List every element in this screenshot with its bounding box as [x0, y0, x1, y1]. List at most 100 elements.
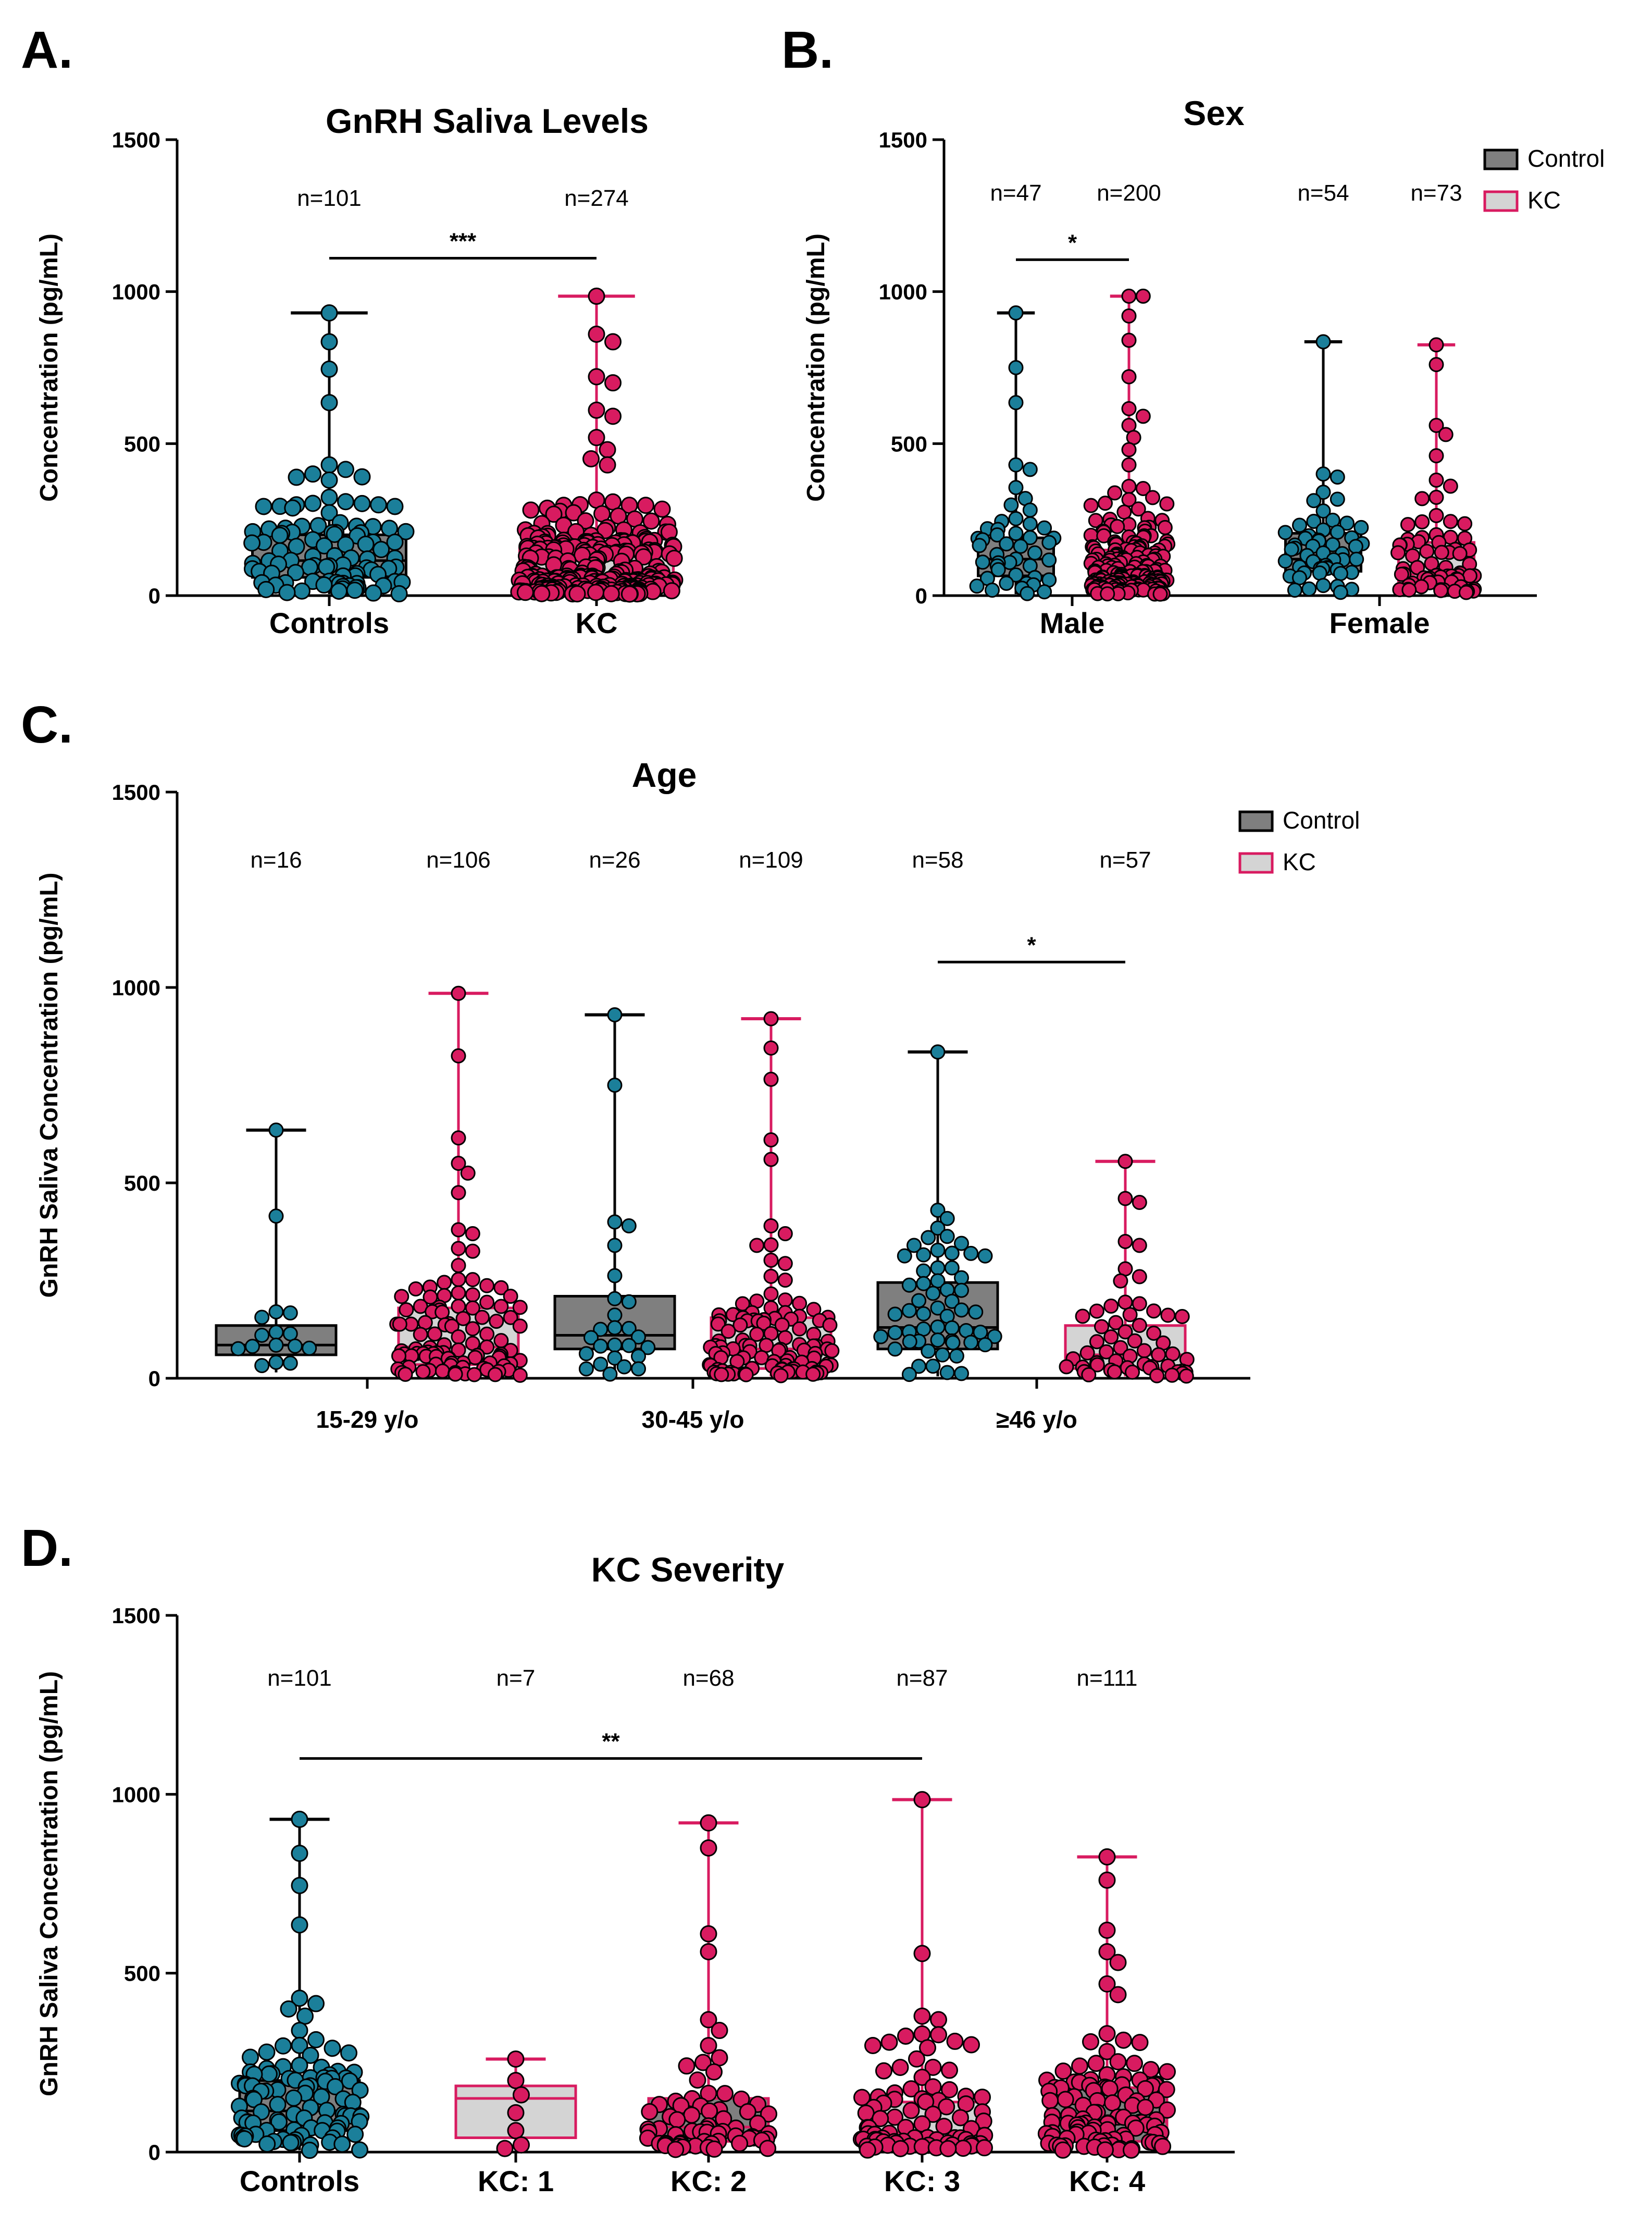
data-point	[260, 2065, 278, 2083]
data-point	[711, 2022, 728, 2040]
data-point	[1429, 448, 1444, 464]
data-point	[1443, 514, 1458, 529]
data-point	[1306, 493, 1322, 509]
data-point	[1178, 1368, 1194, 1384]
significance-label: *	[1027, 932, 1036, 958]
y-tick-label: 500	[124, 1171, 160, 1195]
data-point	[287, 564, 304, 582]
data-point	[1122, 1307, 1138, 1323]
data-point	[972, 538, 987, 553]
data-point	[587, 584, 605, 601]
y-tick-label: 500	[124, 1961, 160, 1986]
data-point	[285, 2089, 303, 2107]
data-point	[1127, 1333, 1142, 1349]
data-point	[1081, 1367, 1097, 1382]
data-point	[721, 1324, 736, 1339]
data-point	[1082, 2033, 1099, 2050]
panel-c: C. Age 0 500 1000 1500 GnRH Saliva Concentrati…	[21, 696, 1360, 1433]
data-point	[620, 585, 638, 603]
data-point	[924, 2105, 942, 2123]
data-point	[1131, 501, 1146, 517]
data-point	[944, 1245, 960, 1261]
data-point	[990, 562, 1006, 577]
data-point	[465, 1300, 480, 1316]
data-point	[977, 1337, 993, 1353]
data-point	[593, 1321, 608, 1337]
data-point	[1117, 1154, 1133, 1169]
data-point	[653, 500, 671, 518]
data-point	[337, 461, 354, 478]
data-point	[1099, 1344, 1114, 1360]
data-point	[1125, 1364, 1140, 1380]
data-point	[963, 2036, 980, 2054]
data-point	[451, 1156, 466, 1171]
data-point	[516, 584, 534, 601]
data-point	[607, 1268, 623, 1283]
data-point	[700, 1943, 717, 1960]
data-point	[1054, 2141, 1072, 2159]
data-point	[607, 1337, 623, 1353]
data-point	[254, 1309, 270, 1325]
n-label: n=109	[739, 847, 803, 873]
data-point	[593, 1338, 608, 1354]
n-label: n=68	[682, 1665, 734, 1691]
data-point	[372, 541, 390, 559]
data-point	[921, 1230, 936, 1245]
legend-swatch	[1483, 149, 1519, 170]
data-point	[346, 582, 364, 599]
data-point	[365, 584, 382, 602]
legend-swatch	[1238, 810, 1274, 832]
y-tick-label: 1000	[112, 1782, 160, 1807]
data-point	[602, 1366, 618, 1382]
data-point	[1159, 496, 1175, 512]
data-point	[1443, 478, 1458, 494]
y-tick-label: 1000	[112, 280, 160, 304]
data-point	[1121, 332, 1137, 348]
data-point	[1333, 566, 1348, 582]
data-point	[1132, 1318, 1147, 1333]
legend-label: Control	[1527, 145, 1605, 172]
data-point	[1137, 2098, 1154, 2116]
data-point	[642, 512, 660, 530]
y-tick-label: 0	[148, 584, 160, 608]
data-point	[1135, 288, 1151, 304]
data-point	[1115, 2031, 1132, 2049]
data-point	[448, 1366, 463, 1382]
data-point	[398, 1366, 413, 1382]
data-point	[1414, 491, 1430, 506]
panel-b: B. Sex 0 500 1000 1500 Concentration (pg/mL) Ma…	[781, 21, 1605, 639]
n-label: n=26	[589, 847, 640, 873]
data-point	[954, 1270, 969, 1286]
data-point	[1008, 457, 1024, 473]
data-point	[1132, 1296, 1147, 1312]
data-point	[1109, 2053, 1127, 2071]
data-point	[908, 2050, 925, 2068]
data-point	[1333, 585, 1348, 600]
panel-letter: A.	[21, 21, 73, 79]
data-point	[460, 1165, 476, 1181]
data-point	[301, 558, 319, 576]
data-point	[763, 1218, 779, 1233]
data-point	[902, 2102, 920, 2119]
data-point	[1117, 1234, 1133, 1249]
data-point	[1131, 2034, 1149, 2052]
data-point	[451, 1222, 466, 1238]
data-point	[917, 2093, 935, 2110]
data-point	[683, 2106, 701, 2124]
data-point	[1107, 485, 1123, 501]
data-point	[705, 2140, 723, 2158]
data-point	[1008, 360, 1024, 375]
data-point	[1394, 566, 1409, 582]
data-point	[302, 1340, 317, 1356]
x-tick-label: Controls	[240, 2165, 359, 2197]
data-point	[945, 1335, 961, 1351]
data-point	[304, 465, 321, 483]
data-point	[1121, 308, 1137, 324]
data-point	[333, 2135, 351, 2153]
data-point	[916, 1276, 931, 1291]
data-point	[408, 1281, 424, 1297]
data-point	[1452, 546, 1468, 561]
n-label: n=57	[1099, 847, 1151, 873]
data-point	[1121, 478, 1137, 494]
